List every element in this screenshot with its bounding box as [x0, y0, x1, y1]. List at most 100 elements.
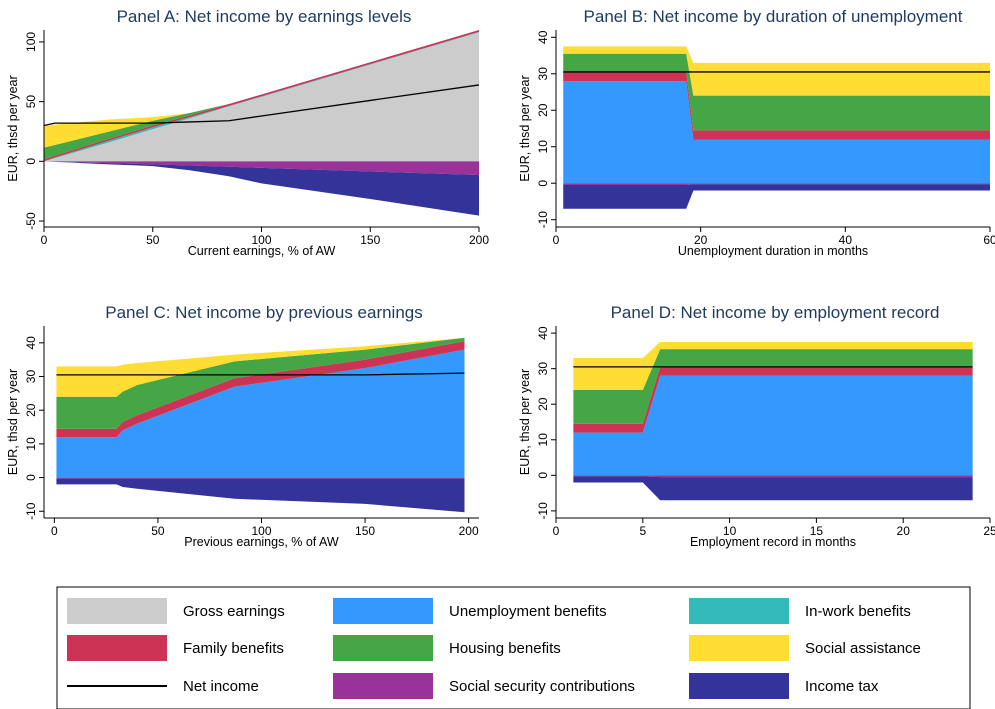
legend-swatch: [67, 635, 167, 661]
y-tick-label: 10: [536, 433, 550, 447]
y-tick-label: 0: [24, 158, 38, 165]
area-housing: [56, 337, 465, 429]
x-axis-label: Employment record in months: [690, 535, 856, 549]
x-tick-label: 40: [839, 233, 853, 247]
area-ssc: [44, 161, 479, 176]
legend-swatch: [333, 635, 433, 661]
x-tick-label: 0: [553, 233, 560, 247]
x-tick-label: 25: [983, 524, 995, 538]
y-tick-label: 0: [536, 472, 550, 479]
area-tax: [573, 476, 973, 501]
area-housing: [563, 53, 990, 131]
x-tick-label: 200: [469, 233, 489, 247]
legend-item-tax: Income tax: [689, 673, 879, 699]
y-tick-label: 0: [536, 180, 550, 187]
legend-swatch: [689, 598, 789, 624]
legend-label: Unemployment benefits: [449, 603, 607, 620]
legend-item-gross: Gross earnings: [67, 598, 285, 624]
area-ssc: [563, 183, 990, 186]
area-housing: [573, 349, 973, 424]
area-ssc: [56, 477, 465, 479]
area-inwork: [44, 31, 479, 162]
x-tick-label: 5: [639, 524, 646, 538]
x-tick-label: 60: [983, 233, 995, 247]
x-tick-label: 0: [553, 524, 560, 538]
legend-label: Net income: [183, 678, 259, 695]
y-tick-label: 10: [24, 437, 38, 451]
legend-label: Social assistance: [805, 640, 921, 657]
x-tick-label: 20: [897, 524, 911, 538]
legend-swatch: [689, 673, 789, 699]
x-tick-label: 150: [355, 524, 375, 538]
y-tick-label: 40: [24, 336, 38, 350]
area-social: [56, 337, 465, 397]
x-tick-label: 0: [41, 233, 48, 247]
x-tick-label: 100: [251, 233, 271, 247]
legend-swatch: [67, 598, 167, 624]
x-tick-label: 100: [251, 524, 271, 538]
y-tick-label: 10: [536, 140, 550, 154]
panel-c: 0 50 100 150 200 -10 0 10 20 30 40 Panel C: Net inc…: [6, 303, 479, 549]
legend-swatch: [689, 635, 789, 661]
x-tick-label: 15: [810, 524, 824, 538]
y-tick-label: 20: [536, 397, 550, 411]
legend-item-ssc: Social security contributions: [333, 673, 635, 699]
y-tick-label: 50: [24, 95, 38, 109]
x-tick-label: 10: [723, 524, 737, 538]
area-tax: [44, 161, 479, 216]
area-family: [44, 30, 479, 162]
legend-item-net: Net income: [67, 678, 259, 695]
x-tick-label: 200: [459, 524, 479, 538]
legend-label: Social security contributions: [449, 678, 635, 695]
area-family: [56, 341, 465, 438]
x-tick-label: 150: [360, 233, 380, 247]
legend-swatch: [333, 673, 433, 699]
x-tick-label: 20: [694, 233, 708, 247]
area-social: [573, 342, 973, 390]
area-social: [44, 30, 479, 148]
y-tick-label: 30: [536, 362, 550, 376]
x-tick-label: 50: [151, 524, 165, 538]
legend-item-family: Family benefits: [67, 635, 284, 661]
x-axis-label: Unemployment duration in months: [678, 244, 868, 258]
y-axis-label: EUR, thsd per year: [518, 75, 532, 181]
area-social: [563, 46, 990, 96]
y-axis-label: EUR, thsd per year: [6, 369, 20, 475]
y-tick-label: 100: [24, 32, 38, 52]
y-tick-label: 20: [536, 103, 550, 117]
x-tick-label: 0: [51, 524, 58, 538]
y-tick-label: 0: [24, 474, 38, 481]
area-unemp: [573, 375, 973, 476]
y-tick-label: 40: [536, 30, 550, 44]
area-tax: [563, 184, 990, 209]
area-unemp: [563, 81, 990, 184]
legend-label: In-work benefits: [805, 603, 911, 620]
x-axis-label: Previous earnings, % of AW: [184, 535, 339, 549]
net-income-line: [56, 372, 465, 376]
legend: Gross earnings Unemployment benefits In-wo…: [56, 586, 971, 709]
y-tick-label: 30: [24, 370, 38, 384]
area-unemp: [56, 349, 465, 478]
area-ssc: [573, 475, 973, 478]
legend-label: Gross earnings: [183, 603, 285, 620]
panel-title: Panel B: Net income by duration of unemp…: [584, 7, 963, 26]
y-tick-label: -10: [536, 211, 550, 229]
panel-title: Panel D: Net income by employment record: [611, 303, 940, 322]
legend-item-inwork: In-work benefits: [689, 598, 911, 624]
x-axis-label: Current earnings, % of AW: [188, 244, 336, 258]
area-tax: [56, 478, 465, 513]
y-axis-label: EUR, thsd per year: [518, 369, 532, 475]
net-income-line: [43, 84, 480, 127]
legend-item-unemp: Unemployment benefits: [333, 598, 607, 624]
legend-item-social: Social assistance: [689, 635, 921, 661]
panel-title: Panel C: Net income by previous earnings: [105, 303, 423, 322]
legend-swatch: [333, 598, 433, 624]
legend-label: Housing benefits: [449, 640, 561, 657]
area-family: [563, 71, 990, 140]
legend-label: Income tax: [805, 678, 879, 695]
y-tick-label: 20: [24, 403, 38, 417]
